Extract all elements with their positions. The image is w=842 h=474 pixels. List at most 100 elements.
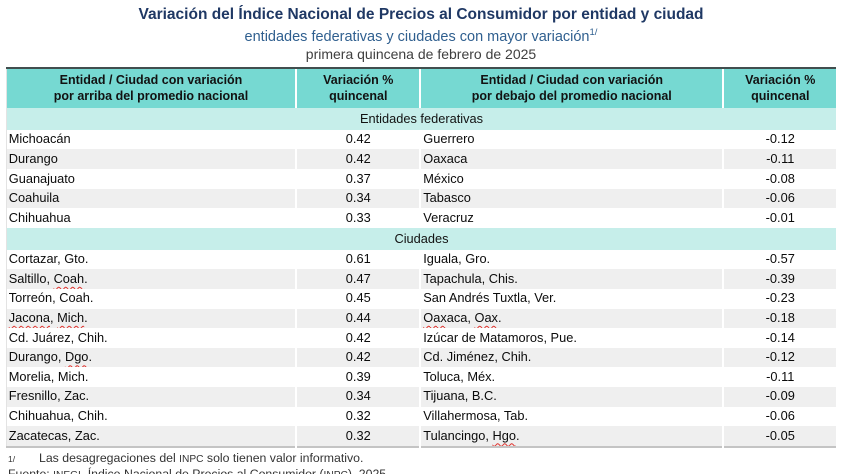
table-row: Morelia, Mich. 0.39 Toluca, Méx. -0.11	[6, 367, 837, 387]
column-header-entity-below: Entidad / Ciudad con variación por debajo…	[419, 66, 724, 108]
entity-name-below: Tapachula, Chis.	[419, 269, 724, 289]
variation-value-above: 0.34	[295, 386, 421, 407]
variation-value-above: 0.42	[295, 149, 421, 170]
entity-name-below: San Andrés Tuxtla, Ver.	[419, 288, 724, 309]
subtitle-text: entidades federativas y ciudades con may…	[244, 28, 590, 45]
variation-value-below: -0.05	[722, 426, 837, 447]
variation-value-below: -0.12	[722, 129, 837, 150]
table-row: Chihuahua, Chih. 0.32 Villahermosa, Tab. -0…	[6, 406, 837, 427]
entity-name-below: Tabasco	[419, 188, 724, 209]
entity-name-above: Zacatecas, Zac.	[6, 426, 297, 447]
table-row: Zacatecas, Zac. 0.32 Tulancingo, Hgo. -0.05	[6, 426, 837, 447]
table-header: Entidad / Ciudad con variación por arriba…	[6, 66, 837, 108]
entity-name-below: Tulancingo, Hgo.	[419, 426, 724, 447]
variation-value-below: -0.09	[722, 386, 837, 407]
entity-name-below: Villahermosa, Tab.	[419, 406, 724, 427]
entity-name-above: Chihuahua, Chih.	[6, 406, 297, 427]
acronym-smallcaps: INEGI	[53, 470, 81, 474]
variation-value-above: 0.32	[295, 406, 421, 427]
page-period: primera quincena de febrero de 2025	[305, 45, 537, 62]
entity-name-below: Iguala, Gro.	[419, 249, 724, 270]
variation-value-below: -0.18	[722, 308, 837, 329]
variation-value-above: 0.44	[295, 308, 421, 329]
footnote-text: Las desagregaciones del INPC solo tienen…	[39, 450, 364, 465]
misspelled-word: Hgo	[492, 427, 516, 443]
variation-value-below: -0.11	[722, 367, 837, 387]
table-row: Durango 0.42 Oaxaca -0.11	[6, 149, 837, 170]
entity-name-above: Fresnillo, Zac.	[6, 386, 297, 407]
variation-value-above: 0.39	[295, 367, 421, 387]
variation-value-above: 0.47	[295, 269, 421, 289]
misspelled-word: Oax	[474, 310, 498, 326]
column-header-variation-left: Variación % quincenal	[295, 66, 421, 108]
acronym-smallcaps: INPC	[179, 453, 204, 465]
table-row: Fresnillo, Zac. 0.34 Tijuana, B.C. -0.09	[6, 386, 837, 407]
entity-name-above: Cd. Juárez, Chih.	[6, 328, 297, 348]
variation-value-above: 0.42	[295, 129, 421, 150]
entity-name-below: Veracruz	[419, 208, 724, 228]
variation-value-above: 0.61	[295, 249, 421, 270]
entity-name-below: Oaxaca	[419, 149, 724, 170]
acronym-smallcaps: INPC	[324, 470, 348, 474]
page-title: Variación del Índice Nacional de Precios…	[138, 6, 704, 23]
table-row: Michoacán 0.42 Guerrero -0.12	[6, 129, 837, 150]
page-subtitle: entidades federativas y ciudades con may…	[0, 24, 842, 46]
entity-name-above: Chihuahua	[6, 208, 297, 228]
variation-value-below: -0.06	[722, 188, 837, 209]
table-row: Saltillo, Coah. 0.47 Tapachula, Chis. -0.39	[6, 269, 837, 289]
entity-name-above: Guanajuato	[6, 169, 297, 189]
table-row: Guanajuato 0.37 México -0.08	[6, 169, 837, 189]
entity-name-below: México	[419, 169, 724, 189]
variation-table: Entidad / Ciudad con variación por arriba…	[5, 66, 837, 448]
section-band: Entidades federativas	[6, 107, 837, 130]
variation-value-above: 0.45	[295, 288, 421, 309]
table-body: Entidades federativas Michoacán 0.42 Guerre…	[6, 107, 837, 447]
entity-name-above: Coahuila	[6, 188, 297, 209]
misspelled-word: Mich	[57, 310, 85, 326]
entity-name-below: Cd. Jiménez, Chih.	[419, 347, 724, 368]
table-row: Jacona, Mich. 0.44 Oaxaca, Oax. -0.18	[6, 308, 837, 329]
variation-value-above: 0.42	[295, 347, 421, 368]
table-row: Torreón, Coah. 0.45 San Andrés Tuxtla, Ver…	[6, 288, 837, 309]
variation-value-below: -0.11	[722, 149, 837, 170]
table-row: Cd. Juárez, Chih. 0.42 Izúcar de Matamoros…	[6, 328, 837, 348]
misspelled-word: Coah	[53, 270, 85, 286]
table-row: Chihuahua 0.33 Veracruz -0.01	[6, 208, 837, 228]
variation-value-below: -0.57	[722, 249, 837, 270]
table-row: Durango, Dgo. 0.42 Cd. Jiménez, Chih. -0.12	[6, 347, 837, 368]
section-band: Ciudades	[6, 227, 837, 250]
variation-value-below: -0.06	[722, 406, 837, 427]
entity-name-above: Saltillo, Coah.	[6, 269, 297, 289]
variation-value-below: -0.39	[722, 269, 837, 289]
entity-name-below: Tijuana, B.C.	[419, 386, 724, 407]
footnote-marker: 1/	[8, 453, 16, 464]
variation-value-above: 0.33	[295, 208, 421, 228]
entity-name-above: Durango, Dgo.	[6, 347, 297, 368]
misspelled-word: Oax	[423, 310, 447, 326]
variation-value-above: 0.37	[295, 169, 421, 189]
variation-value-above: 0.34	[295, 188, 421, 209]
variation-value-below: -0.01	[722, 208, 837, 228]
variation-value-below: -0.08	[722, 169, 837, 189]
entity-name-above: Cortazar, Gto.	[6, 249, 297, 270]
section-band-label: Ciudades	[6, 227, 837, 250]
footnotes: 1/Las desagregaciones del INPC solo tien…	[8, 451, 842, 474]
footnote-reference: 1/	[589, 27, 598, 38]
entity-name-above: Torreón, Coah.	[6, 288, 297, 309]
column-header-entity-above: Entidad / Ciudad con variación por arriba…	[6, 66, 297, 108]
entity-name-above: Jacona, Mich.	[6, 308, 297, 329]
variation-value-above: 0.42	[295, 328, 421, 348]
column-header-variation-right: Variación % quincenal	[722, 66, 837, 108]
table-row: Coahuila 0.34 Tabasco -0.06	[6, 188, 837, 209]
entity-name-below: Oaxaca, Oax.	[419, 308, 724, 329]
section-band-label: Entidades federativas	[6, 107, 837, 130]
variation-value-below: -0.14	[722, 328, 837, 348]
footnote-line: 1/Las desagregaciones del INPC solo tien…	[8, 451, 842, 468]
entity-name-above: Durango	[6, 149, 297, 170]
variation-value-below: -0.23	[722, 288, 837, 309]
entity-name-above: Morelia, Mich.	[6, 367, 297, 387]
entity-name-below: Guerrero	[419, 129, 724, 150]
variation-value-below: -0.12	[722, 347, 837, 368]
entity-name-above: Michoacán	[6, 129, 297, 150]
